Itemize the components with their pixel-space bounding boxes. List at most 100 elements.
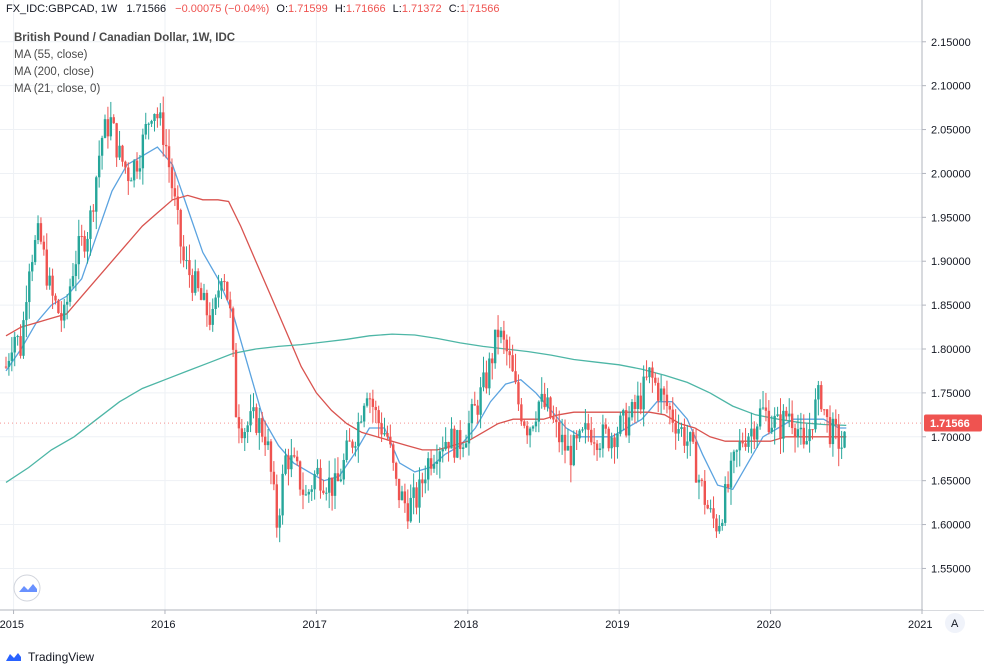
candle-body — [135, 160, 139, 172]
candle-body — [164, 144, 168, 147]
candle-up — [627, 406, 631, 444]
candle-down — [491, 353, 494, 380]
candle-body — [386, 432, 389, 437]
candle-up — [796, 414, 800, 448]
candle-down — [453, 425, 456, 463]
candle-down — [793, 423, 797, 453]
candle-body — [392, 444, 395, 463]
candle-down — [558, 410, 561, 453]
candle-body — [112, 117, 115, 124]
candle-down — [694, 427, 698, 483]
candle-body — [196, 271, 200, 289]
candle-body — [57, 300, 60, 314]
candle-body — [409, 497, 412, 522]
candle-up — [100, 135, 104, 170]
y-tick-label: 1.70000 — [931, 432, 971, 444]
candle-up — [95, 175, 98, 230]
legend-title[interactable]: British Pound / Canadian Dollar, 1W, IDC — [14, 32, 235, 44]
candle-body — [42, 241, 46, 250]
candle-body — [723, 484, 727, 523]
candle-up — [325, 487, 328, 501]
candle-down — [269, 439, 273, 485]
candle-up — [89, 205, 92, 256]
header-c-label: C: — [449, 3, 460, 15]
candle-body — [362, 405, 366, 422]
candle-down — [199, 282, 203, 301]
candle-body — [441, 449, 444, 452]
candle-up — [464, 434, 468, 448]
candle-down — [374, 400, 377, 424]
legend-ma55[interactable]: MA (55, close) — [14, 49, 88, 61]
candle-down — [287, 448, 290, 486]
time-axis[interactable] — [0, 611, 922, 637]
candle-body — [671, 409, 674, 423]
candle-down — [555, 407, 558, 438]
price-axis[interactable] — [923, 0, 984, 610]
candle-body — [127, 167, 130, 182]
candle-up — [584, 408, 587, 444]
candle-down — [188, 244, 191, 288]
candle-down — [587, 413, 590, 442]
candle-body — [13, 336, 16, 353]
candle-down — [272, 461, 276, 491]
candle-up — [540, 377, 543, 409]
candle-body — [691, 432, 695, 442]
candle-down — [205, 289, 209, 327]
last-price-tag-box — [924, 414, 982, 432]
candle-down — [665, 380, 669, 414]
candle-up — [65, 294, 69, 320]
candle-body — [339, 479, 343, 482]
candle-down — [170, 158, 174, 201]
candle-down — [624, 402, 628, 438]
candle-down — [703, 470, 706, 515]
candle-down — [164, 129, 168, 159]
candle-body — [610, 437, 613, 449]
candle-up — [560, 418, 564, 455]
candle-body — [333, 473, 337, 496]
candle-down — [639, 382, 642, 415]
candle-down — [124, 160, 127, 174]
candle-body — [496, 329, 500, 338]
candle-body — [726, 484, 730, 488]
candle-up — [400, 485, 404, 501]
candle-up — [689, 431, 692, 457]
legend-ma21[interactable]: MA (21, close, 0) — [14, 83, 100, 95]
candle-body — [118, 145, 121, 158]
candle-down — [112, 114, 115, 124]
candle-body — [837, 424, 840, 449]
candle-body — [295, 456, 299, 462]
candle-body — [619, 415, 622, 434]
candle-body — [450, 428, 453, 449]
candle-body — [263, 436, 267, 446]
candle-down — [502, 320, 506, 354]
tradingview-watermark-icon[interactable] — [13, 574, 41, 602]
candle-up — [648, 367, 651, 384]
candle-up — [805, 423, 808, 445]
candle-body — [374, 406, 377, 411]
candle-body — [508, 351, 511, 356]
candle-body — [360, 421, 363, 423]
candle-body — [616, 433, 619, 448]
candle-body — [537, 401, 541, 422]
candle-up — [732, 449, 736, 474]
candle-down — [549, 396, 552, 420]
auto-scale-button[interactable]: A — [945, 613, 965, 633]
candle-body — [25, 302, 28, 321]
x-tick-layer: 2015 2016 2017 2018 2019 2020 2021 — [0, 610, 932, 631]
candle-down — [700, 478, 704, 487]
candle-body — [327, 477, 331, 493]
auto-scale-label: A — [951, 618, 959, 630]
candle-body — [214, 297, 217, 309]
candle-down — [811, 429, 814, 440]
legend-ma200[interactable]: MA (200, close) — [14, 66, 94, 78]
y-tick-label: 2.10000 — [931, 81, 971, 93]
candle-up — [840, 430, 843, 459]
candle-body — [322, 490, 325, 493]
candle-body — [805, 441, 808, 445]
candle-down — [834, 409, 838, 440]
candle-body — [587, 423, 590, 430]
candle-up — [217, 274, 220, 308]
candle-body — [843, 431, 846, 448]
tradingview-brand[interactable]: TradingView — [6, 650, 94, 664]
